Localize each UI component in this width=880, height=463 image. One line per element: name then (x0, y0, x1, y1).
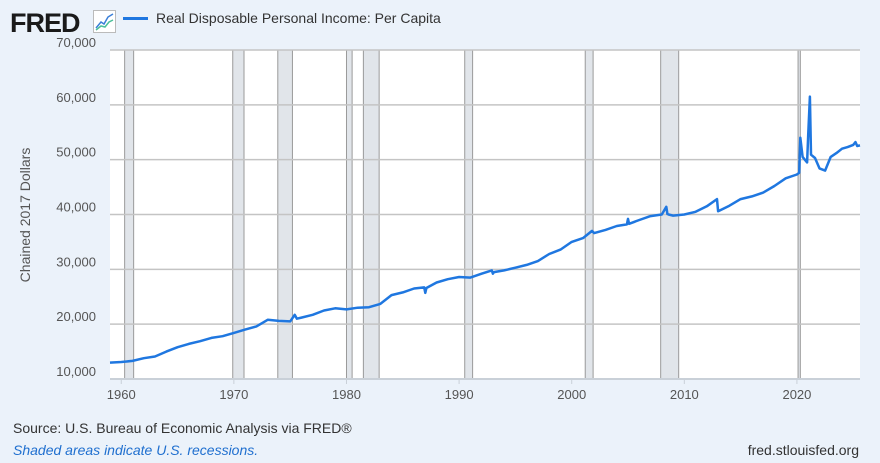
x-tick-label: 1970 (219, 387, 248, 402)
site-link[interactable]: fred.stlouisfed.org (747, 442, 859, 458)
x-tick-label: 2020 (782, 387, 811, 402)
line-chart-icon[interactable] (93, 10, 116, 33)
x-tick-label: 2000 (557, 387, 586, 402)
x-tick-label: 1990 (445, 387, 474, 402)
y-axis-label: Chained 2017 Dollars (17, 148, 33, 283)
y-tick-label: 30,000 (56, 254, 96, 269)
y-tick-label: 60,000 (56, 90, 96, 105)
series-line (109, 95, 861, 364)
x-tick-label: 1960 (107, 387, 136, 402)
x-tick-label: 2010 (670, 387, 699, 402)
legend-swatch (123, 16, 148, 20)
y-tick-label: 20,000 (56, 309, 96, 324)
fred-logo[interactable]: FRED (10, 8, 80, 38)
source-text: Source: U.S. Bureau of Economic Analysis… (13, 420, 352, 436)
chart-legend: Real Disposable Personal Income: Per Cap… (123, 10, 441, 26)
y-tick-label: 40,000 (56, 200, 96, 215)
y-tick-label: 10,000 (56, 364, 96, 379)
y-tick-label: 50,000 (56, 145, 96, 160)
legend-label: Real Disposable Personal Income: Per Cap… (156, 10, 441, 26)
x-tick-label: 1980 (332, 387, 361, 402)
y-tick-label: 70,000 (56, 35, 96, 50)
recession-note: Shaded areas indicate U.S. recessions. (13, 442, 259, 458)
